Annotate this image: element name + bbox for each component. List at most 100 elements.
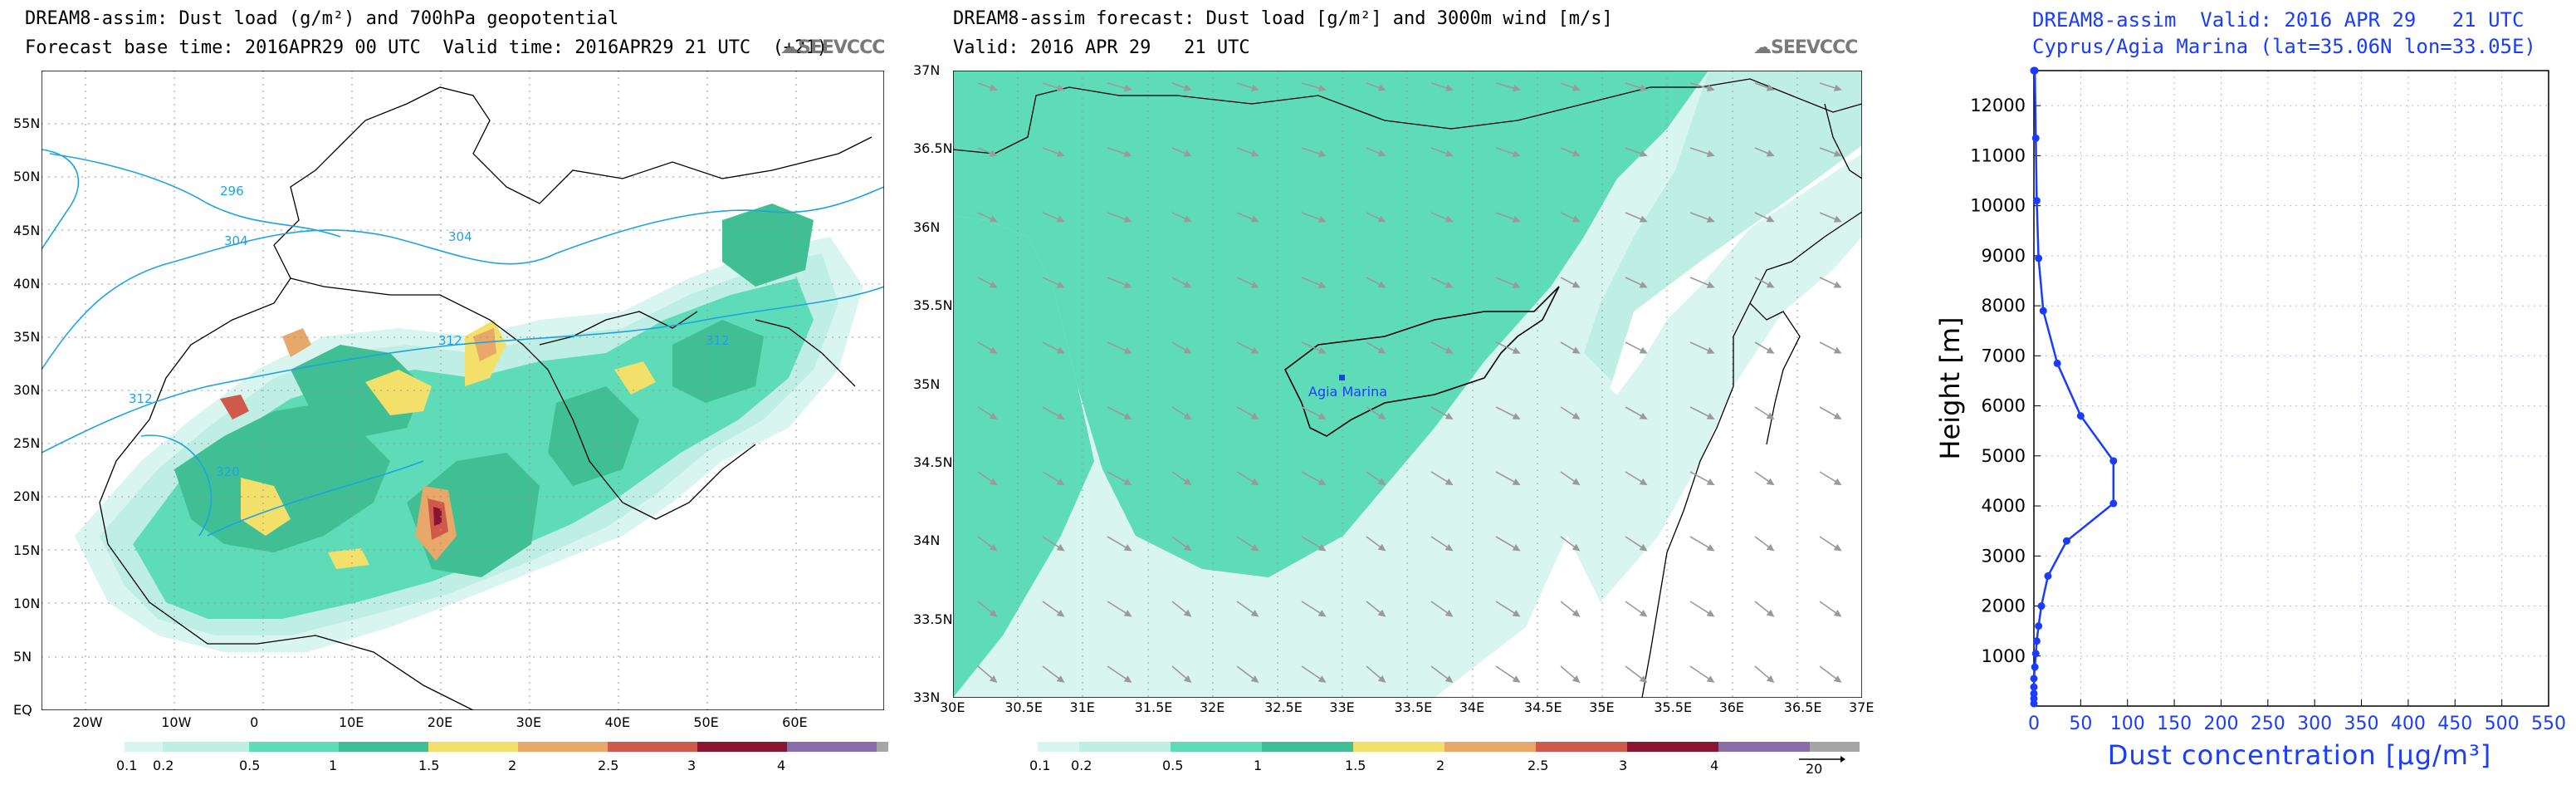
colorbar-bin [1718, 742, 1810, 752]
wind-arrow-head [1123, 150, 1132, 158]
wind-arrow-head [1833, 478, 1842, 486]
wind-arrow-head [1123, 412, 1132, 419]
wind-arrow-head [1183, 215, 1192, 223]
y-tick-label: 9000 [1982, 246, 2026, 266]
x-tick-label: 200 [2203, 714, 2238, 734]
lat-label: 33N [913, 689, 941, 705]
lon-label: 33.5E [1394, 699, 1433, 715]
wind-arrow-head [1056, 609, 1065, 617]
dust-field [75, 204, 863, 652]
wind-arrow-head [1250, 84, 1259, 91]
panel2-coastlines [953, 78, 1862, 698]
profile-point [2109, 457, 2118, 465]
wind-arrow-head [1250, 412, 1259, 419]
wind-arrow-head [1706, 675, 1715, 683]
colorbar-label: 2.5 [598, 758, 619, 773]
wind-arrow-head [1250, 543, 1259, 552]
wind-arrow-head [1250, 346, 1259, 354]
wind-arrow-head [1056, 346, 1065, 354]
wind-arrow-head [1833, 675, 1842, 683]
profile-line [2032, 69, 2115, 704]
lon-label: 60E [782, 714, 808, 730]
lat-label: 35N [13, 328, 41, 345]
colorbar-label: 4 [777, 758, 786, 773]
wind-arrow-head [1123, 84, 1132, 92]
wind-arrow-head [1123, 281, 1132, 288]
lat-label: 33.5N [913, 611, 953, 627]
wind-arrow-head [1766, 675, 1775, 683]
panel1-grid [42, 71, 884, 710]
wind-arrow-head [1317, 281, 1327, 288]
wind-arrow-head [1833, 346, 1842, 354]
wind-arrow-head [1056, 281, 1065, 288]
lon-label: 34.5E [1523, 699, 1562, 715]
lon-label: 0 [250, 714, 259, 730]
colorbar-label: 2 [508, 758, 517, 773]
lat-label: 36N [913, 218, 941, 235]
wind-arrow-head [989, 215, 998, 223]
wind-arrow-head [1572, 543, 1581, 552]
wind-arrow-head [1377, 215, 1386, 223]
colorbar-bin [1171, 742, 1262, 752]
wind-reference-arrow [1799, 756, 1845, 763]
x-axis-title: Dust concentration [µg/m³] [2108, 739, 2492, 771]
wind-arrow-head [1512, 84, 1521, 92]
agia-marina-label: Agia Marina [1308, 384, 1387, 400]
wind-arrow-head [989, 281, 998, 288]
wind-arrow-head [1377, 543, 1386, 552]
profile-point [2030, 683, 2038, 691]
seevccc-logo-2: ☁SEEVCCC [1753, 37, 1858, 58]
wind-arrow-head [1444, 478, 1454, 486]
colorbar-bin [1627, 742, 1718, 752]
wind-arrow-head [1706, 150, 1715, 158]
x-tick-label: 100 [2110, 714, 2145, 734]
colorbar-label: 0.1 [116, 758, 138, 773]
lat-label: 40N [13, 275, 41, 292]
colorbar-bin [877, 742, 888, 752]
wind-arrow-head [1512, 150, 1521, 158]
wind-vectors [977, 82, 1842, 683]
wind-arrow-head [1250, 478, 1259, 486]
panel2-colorbar [1038, 742, 1860, 752]
contour-label: 320 [216, 464, 240, 479]
colorbar-bin [1353, 742, 1444, 752]
wind-arrow-head [1444, 346, 1454, 354]
wind-arrow-head [1377, 150, 1386, 157]
wind-arrow-head [989, 478, 998, 486]
wind-arrow-head [1706, 478, 1715, 486]
wind-arrow-head [1250, 675, 1259, 683]
colorbar-label: 0.2 [153, 758, 174, 773]
x-tick-label: 0 [2028, 714, 2040, 734]
wind-arrow-head [1706, 346, 1715, 354]
dust-0.5-1 [953, 71, 1708, 577]
y-tick-label: 2000 [1982, 596, 2026, 616]
colorbar-bin [1810, 742, 1860, 752]
profile-point [2076, 412, 2085, 420]
wind-arrow-head [1512, 544, 1521, 552]
lat-label: 20N [13, 488, 41, 505]
lon-label: 36E [1718, 699, 1745, 715]
profile-point [2035, 254, 2043, 262]
wind-arrow-head [1056, 150, 1065, 157]
wind-arrow-head [1250, 215, 1259, 223]
lat-label: 34N [913, 532, 941, 549]
profile-point [2031, 663, 2039, 671]
wind-arrow-head [1833, 84, 1842, 91]
wind-arrow-head [1639, 412, 1648, 419]
wind-arrow-head [1056, 675, 1065, 683]
wind-arrow-head [1444, 84, 1454, 91]
wind-arrow-head [1833, 412, 1842, 419]
wind-arrow-head [1123, 544, 1132, 552]
wind-arrow-head [1317, 84, 1327, 92]
panel3-title: DREAM8-assim Valid: 2016 APR 29 21 UTC [2032, 8, 2525, 32]
contour-label: 312 [129, 391, 153, 406]
cloud-icon: ☁ [1753, 37, 1772, 58]
colorbar-bin [339, 742, 428, 752]
lat-label: 37N [913, 62, 941, 78]
lon-label: 35.5E [1654, 699, 1693, 715]
wind-arrow-head [1444, 412, 1454, 419]
wind-arrow-head [989, 346, 998, 354]
lon-label: 10W [161, 714, 192, 730]
x-tick-label: 350 [2344, 714, 2379, 734]
